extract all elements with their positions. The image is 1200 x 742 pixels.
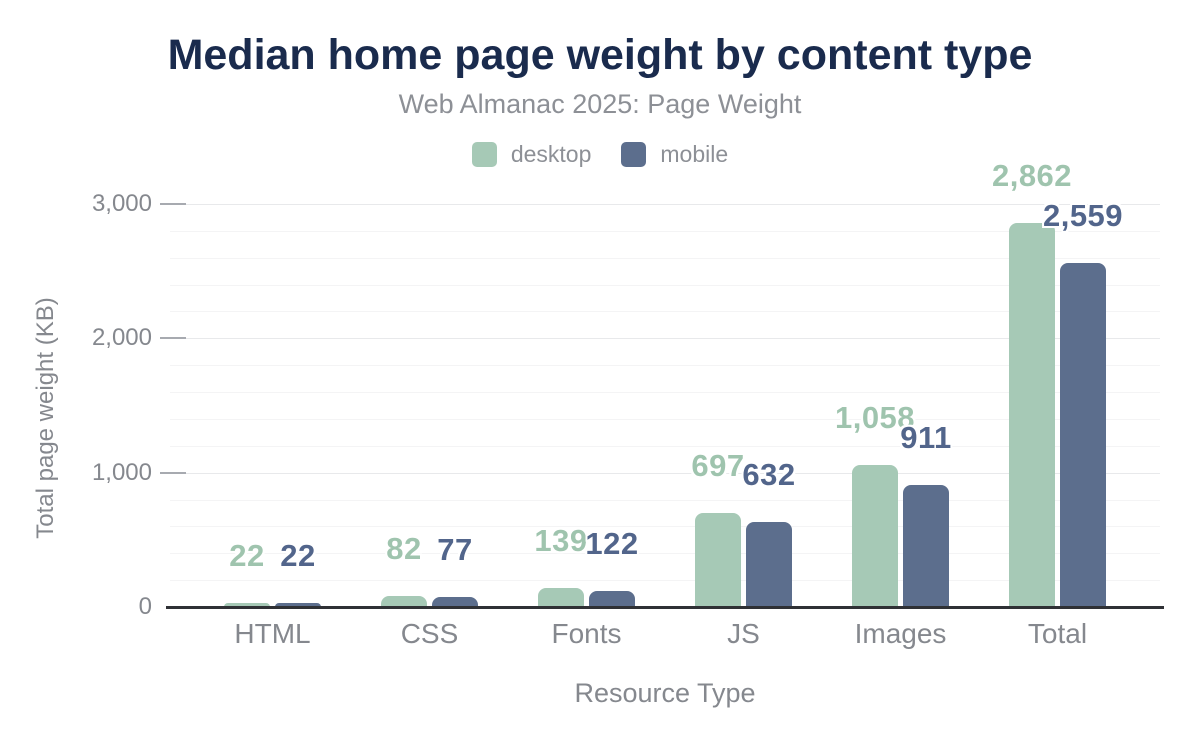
desktop-series-swatch bbox=[471, 142, 497, 167]
gridline-minor bbox=[170, 580, 1160, 582]
value-label-desktop-total: 2,862 bbox=[991, 158, 1073, 193]
bar-desktop-css[interactable] bbox=[381, 596, 427, 607]
legend-label-mobile: mobile bbox=[660, 141, 729, 167]
value-label-mobile-fonts: 122 bbox=[585, 526, 639, 561]
value-label-mobile-js: 632 bbox=[742, 457, 796, 492]
y-tick-label: 1,000 bbox=[91, 458, 152, 486]
value-label-mobile-html: 22 bbox=[280, 538, 316, 573]
x-tick-label-images: Images bbox=[854, 618, 947, 649]
value-label-desktop-html: 22 bbox=[229, 538, 265, 573]
gridline-minor bbox=[170, 311, 1160, 313]
x-axis-title: Resource Type bbox=[574, 678, 756, 708]
bar-mobile-images[interactable] bbox=[903, 485, 949, 607]
chart-subtitle: Web Almanac 2025: Page Weight bbox=[398, 89, 802, 119]
bar-desktop-fonts[interactable] bbox=[538, 588, 584, 607]
bar-mobile-html[interactable] bbox=[275, 603, 321, 607]
x-tick-label-html: HTML bbox=[234, 618, 311, 649]
mobile-series-swatch bbox=[621, 142, 647, 167]
chart-title: Median home page weight by content type bbox=[167, 31, 1033, 79]
y-axis-tick bbox=[160, 203, 186, 205]
bar-desktop-js[interactable] bbox=[695, 513, 741, 607]
value-label-mobile-total: 2,559 bbox=[1042, 198, 1124, 233]
value-label-desktop-js: 697 bbox=[691, 448, 745, 483]
legend: desktop mobile bbox=[0, 142, 1200, 167]
gridline-minor bbox=[170, 392, 1160, 394]
gridline-minor bbox=[170, 526, 1160, 528]
value-label-desktop-images: 1,058 bbox=[834, 400, 916, 435]
y-axis-tick bbox=[160, 471, 186, 474]
value-label-desktop-fonts: 139 bbox=[534, 523, 588, 558]
bar-desktop-images[interactable] bbox=[852, 465, 898, 607]
gridline-major bbox=[170, 338, 1160, 340]
gridline-minor bbox=[170, 365, 1160, 367]
legend-item-desktop[interactable]: desktop bbox=[471, 141, 592, 167]
gridline-major bbox=[170, 472, 1160, 474]
value-label-mobile-css: 77 bbox=[437, 532, 473, 567]
bar-mobile-fonts[interactable] bbox=[589, 591, 635, 607]
gridline-major bbox=[170, 204, 1160, 205]
x-tick-label-css: CSS bbox=[400, 618, 459, 649]
y-tick-label: 2,000 bbox=[91, 324, 152, 352]
gridline-minor bbox=[170, 230, 1160, 232]
legend-label-desktop: desktop bbox=[510, 141, 592, 167]
y-tick-label: 3,000 bbox=[91, 190, 152, 217]
gridline-minor bbox=[170, 284, 1160, 286]
x-tick-label-js: JS bbox=[727, 618, 760, 649]
gridline-minor bbox=[170, 553, 1160, 555]
x-tick-label-total: Total bbox=[1027, 618, 1088, 649]
legend-item-mobile[interactable]: mobile bbox=[621, 142, 728, 167]
y-axis-tick bbox=[160, 337, 186, 340]
bar-mobile-js[interactable] bbox=[746, 522, 792, 607]
x-axis-line bbox=[166, 606, 1164, 609]
bar-mobile-total[interactable] bbox=[1060, 263, 1106, 607]
value-label-desktop-css: 82 bbox=[386, 531, 422, 566]
gridline-minor bbox=[170, 445, 1160, 447]
gridline-minor bbox=[170, 257, 1160, 259]
plot-area: 0 1,000 2,000 3,000 22 22 HTML 82 77 CSS 139 122 Fon… bbox=[92, 160, 1164, 648]
y-tick-label: 0 bbox=[138, 593, 152, 620]
x-tick-label-fonts: Fonts bbox=[551, 618, 622, 649]
bar-mobile-css[interactable] bbox=[432, 597, 478, 607]
bar-desktop-html[interactable] bbox=[224, 603, 270, 607]
gridline-minor bbox=[170, 499, 1160, 501]
bar-desktop-total[interactable] bbox=[1009, 223, 1055, 607]
value-label-mobile-images: 911 bbox=[900, 420, 952, 455]
gridline-minor bbox=[170, 418, 1160, 420]
